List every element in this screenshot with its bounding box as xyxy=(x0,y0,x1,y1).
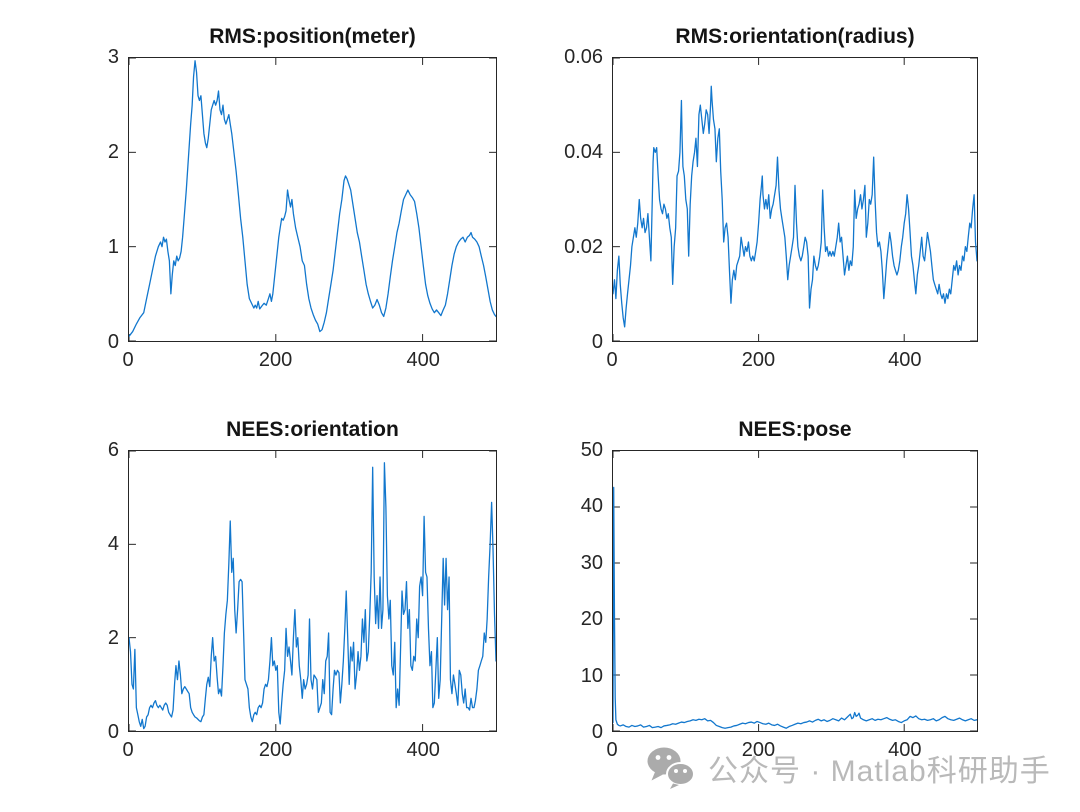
x-tick-label: 0 xyxy=(606,739,618,761)
y-tick-label: 0.04 xyxy=(564,141,603,163)
subplot-nees-pose: NEES:pose 0 200 400 0 10 20 30 40 50 xyxy=(581,418,978,761)
x-tick-label: 200 xyxy=(258,739,293,761)
y-tick-label: 0.06 xyxy=(564,46,603,68)
x-tick-label: 400 xyxy=(406,739,440,761)
line-series xyxy=(129,58,496,341)
x-tick-label: 200 xyxy=(258,349,293,371)
plot-area xyxy=(612,450,978,732)
x-tick-label: 400 xyxy=(406,349,440,371)
y-tick-label: 2 xyxy=(107,141,119,163)
line-series xyxy=(613,451,977,731)
line-series xyxy=(613,58,977,341)
subplot-rms-position: RMS:position(meter) 0 200 400 0 1 2 3 xyxy=(108,25,497,371)
plot-title: RMS:position(meter) xyxy=(209,25,416,48)
x-axis-tick-labels: 0 200 400 xyxy=(122,739,497,769)
y-tick-label: 20 xyxy=(580,608,603,631)
y-axis-tick-labels: 0 0.02 0.04 0.06 xyxy=(533,46,603,353)
y-axis-tick-labels: 0 10 20 30 40 50 xyxy=(533,439,603,743)
plot-title: NEES:orientation xyxy=(226,418,399,441)
y-axis-tick-labels: 0 1 2 3 xyxy=(49,46,119,353)
x-axis-tick-labels: 0 200 400 xyxy=(122,349,497,379)
y-axis-tick-labels: 0 2 4 6 xyxy=(49,439,119,743)
x-tick-label: 0 xyxy=(122,739,134,761)
x-tick-label: 400 xyxy=(888,739,922,761)
plot-area xyxy=(128,450,497,732)
subplot-nees-orientation: NEES:orientation 0 200 400 0 2 4 6 xyxy=(108,418,497,761)
line-series xyxy=(129,451,496,731)
y-tick-label: 10 xyxy=(580,664,603,687)
plot-area xyxy=(612,57,978,342)
x-axis-tick-labels: 0 200 400 xyxy=(606,739,978,769)
plot-title: NEES:pose xyxy=(738,418,852,441)
subplot-rms-orientation: RMS:orientation(radius) 0 200 400 0 0.02 0.0… xyxy=(564,25,978,371)
x-tick-label: 0 xyxy=(606,349,618,371)
x-tick-label: 200 xyxy=(741,739,776,761)
y-tick-label: 50 xyxy=(580,439,603,461)
y-tick-label: 2 xyxy=(107,627,119,649)
x-tick-label: 200 xyxy=(741,349,776,371)
y-tick-label: 0 xyxy=(591,331,603,353)
y-tick-label: 4 xyxy=(107,533,119,555)
x-axis-tick-labels: 0 200 400 xyxy=(606,349,978,379)
x-tick-label: 400 xyxy=(888,349,922,371)
plot-title: RMS:orientation(radius) xyxy=(675,25,915,48)
y-tick-label: 40 xyxy=(580,495,603,518)
y-tick-label: 6 xyxy=(107,439,119,461)
y-tick-label: 3 xyxy=(107,46,119,68)
y-tick-label: 0.02 xyxy=(564,236,603,258)
y-tick-label: 0 xyxy=(107,331,119,353)
y-tick-label: 1 xyxy=(107,236,119,258)
y-tick-label: 30 xyxy=(580,551,603,574)
plot-area xyxy=(128,57,497,342)
y-tick-label: 0 xyxy=(591,721,603,743)
y-tick-label: 0 xyxy=(107,721,119,743)
x-tick-label: 0 xyxy=(122,349,134,371)
